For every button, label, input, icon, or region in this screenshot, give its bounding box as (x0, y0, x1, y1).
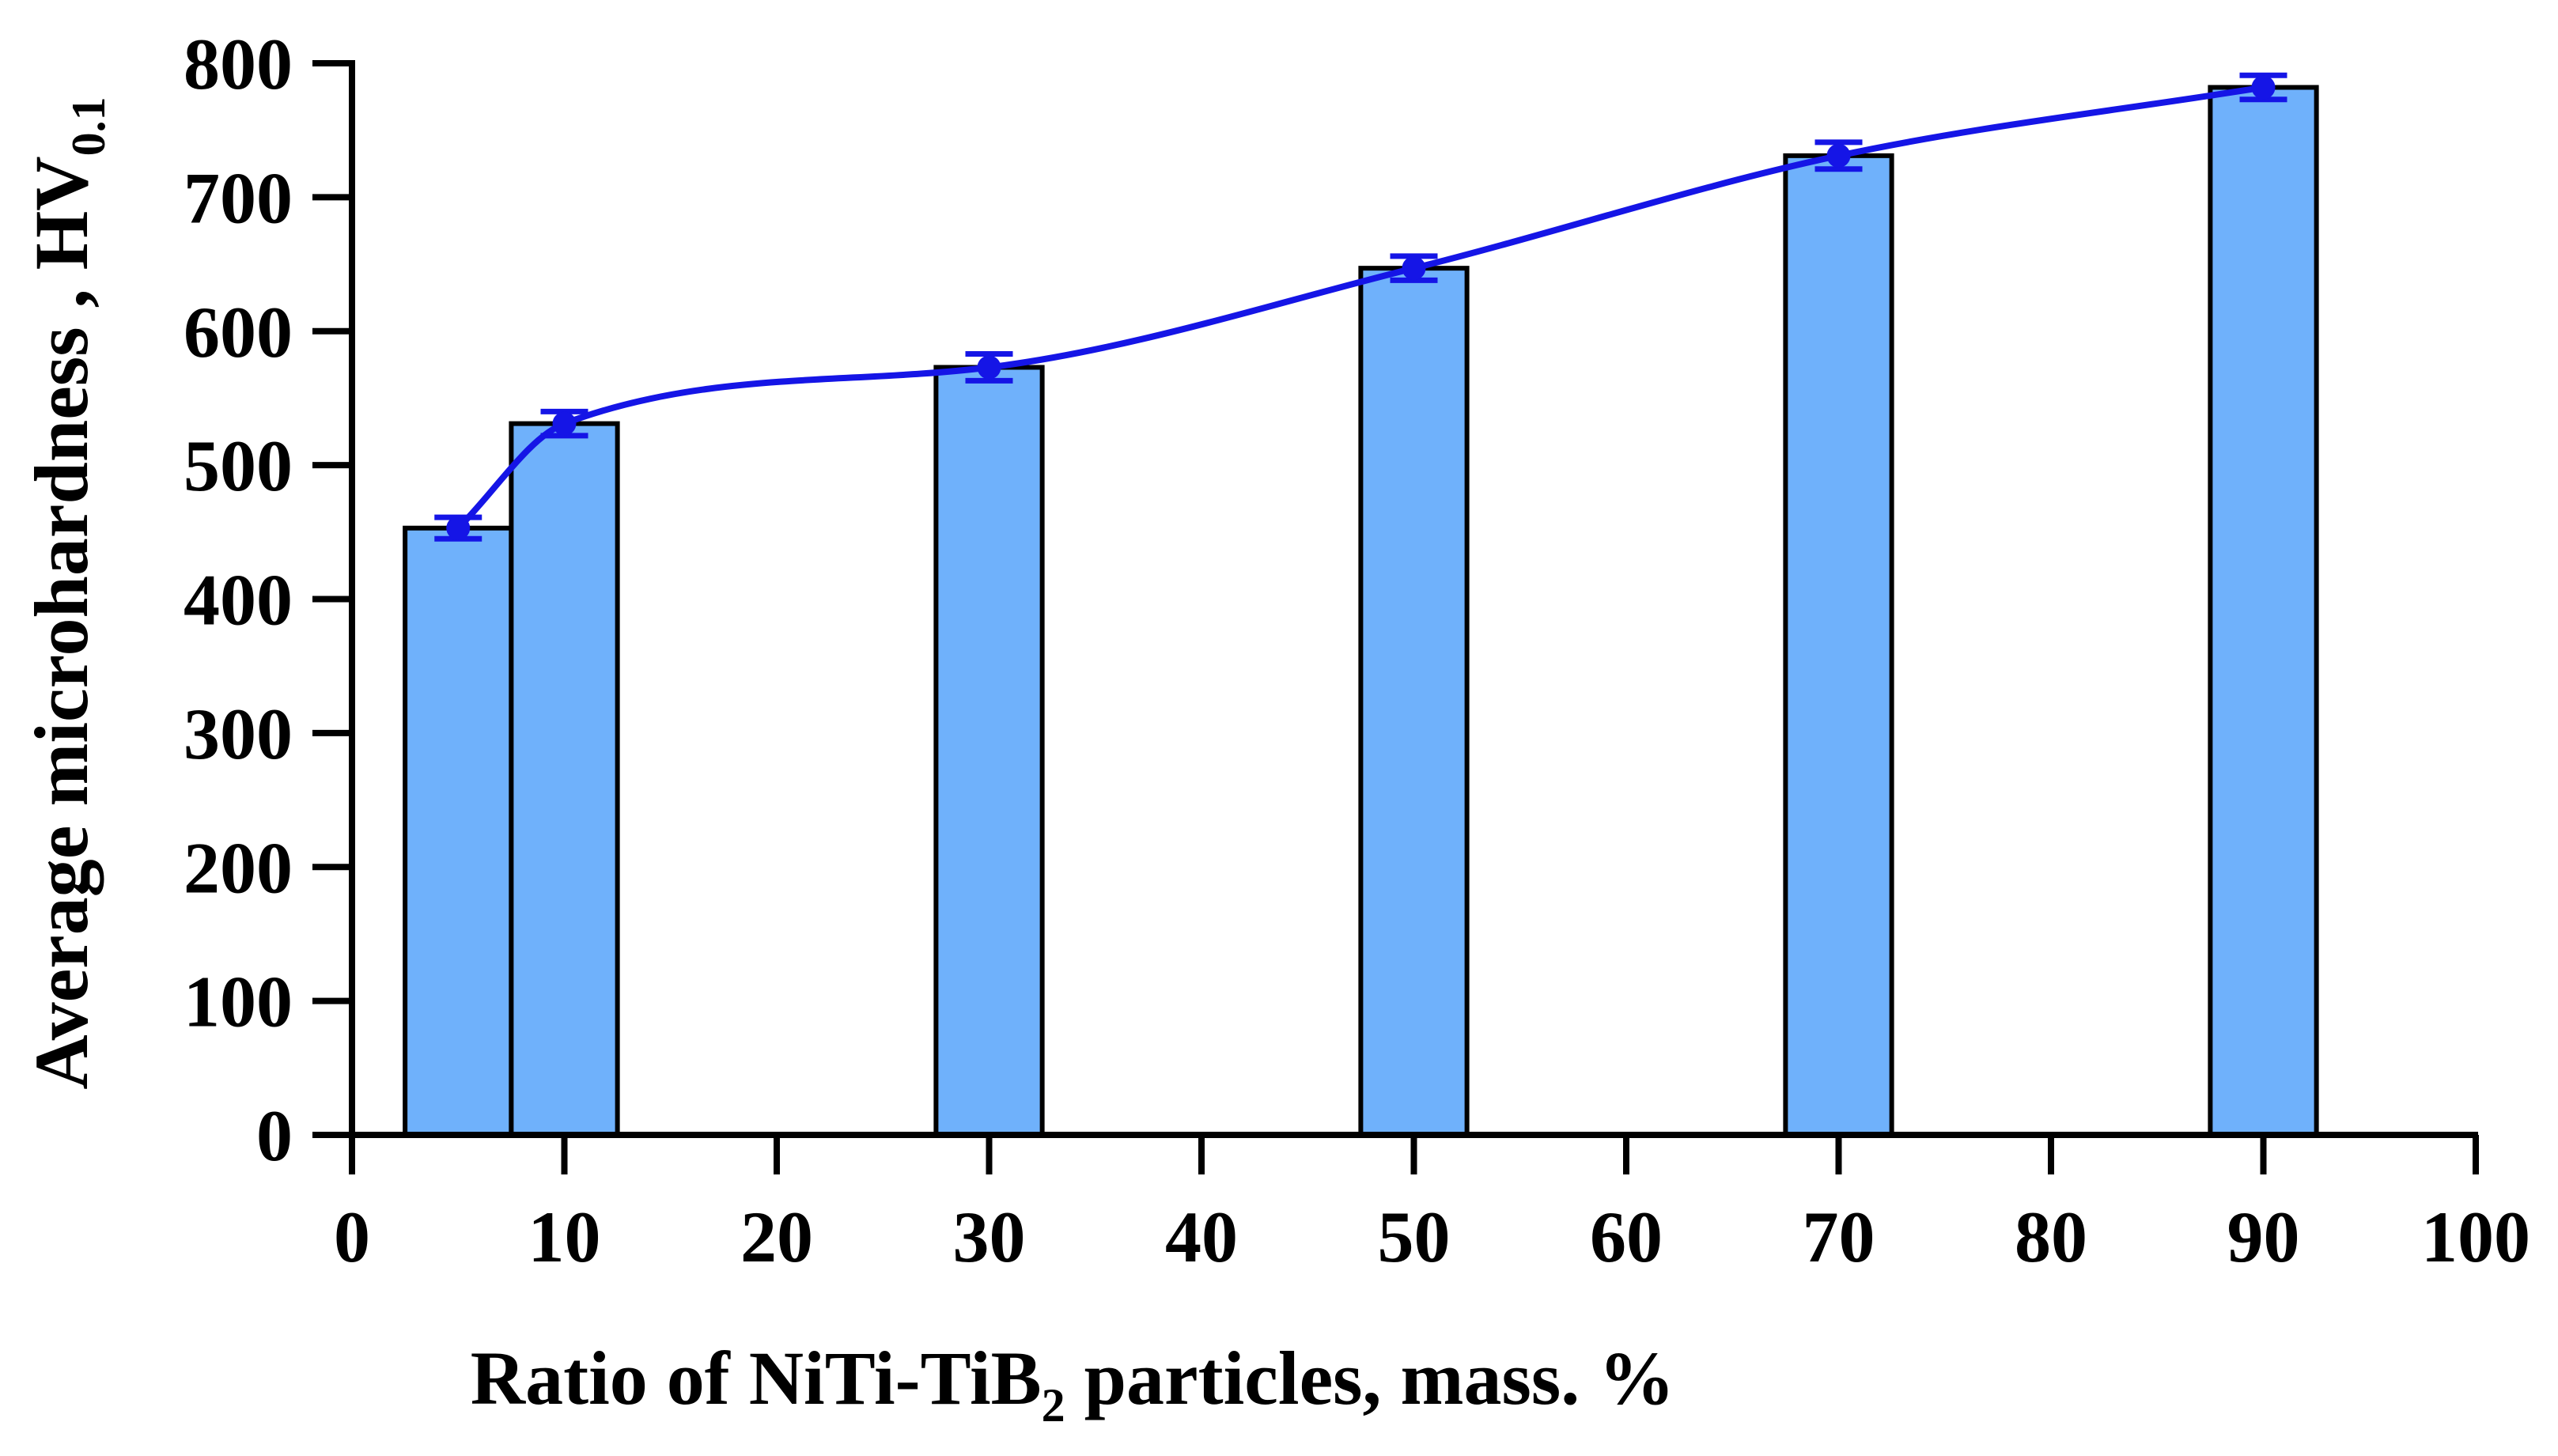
y-tick-label-600: 600 (184, 292, 293, 373)
y-tick-label-0: 0 (256, 1095, 293, 1176)
axes-layer: 0 10 20 30 40 50 60 70 80 90 100 0 100 200 300 400 500 60… (184, 24, 2530, 1277)
x-tick-label-50: 50 (1378, 1197, 1451, 1277)
y-axis-title-subscript: 0.1 (62, 96, 115, 156)
x-tick-label-80: 80 (2015, 1197, 2087, 1277)
x-axis-title-main: Ratio of NiTi-TiB (471, 1336, 1042, 1420)
trend-line (456, 84, 2265, 531)
bars-layer (403, 85, 2319, 1137)
x-tick-label-70: 70 (1803, 1197, 1875, 1277)
x-axis-title-subscript: 2 (1042, 1379, 1065, 1431)
y-tick-label-200: 200 (184, 827, 293, 908)
trend-line-layer (434, 72, 2287, 542)
bar-10 (509, 421, 620, 1137)
bar-5 (403, 525, 514, 1137)
x-tick-label-10: 10 (528, 1197, 601, 1277)
data-point-5 (446, 516, 471, 540)
bar-50 (1358, 266, 1470, 1137)
y-tick-label-700: 700 (184, 157, 293, 238)
x-tick-label-40: 40 (1165, 1197, 1238, 1277)
y-tick-label-800: 800 (184, 24, 293, 104)
x-axis-title: Ratio of NiTi-TiB2 particles, mass. % (471, 1336, 1674, 1431)
y-axis-title-main: Average microhardness , HV (19, 156, 104, 1089)
x-axis-title-suffix: particles, mass. % (1065, 1336, 1675, 1420)
data-point-10 (552, 411, 577, 436)
bar-70 (1783, 153, 1894, 1137)
y-axis-title: Average microhardness , HV0.1 (19, 96, 115, 1089)
data-point-90 (2251, 75, 2276, 100)
y-tick-label-400: 400 (184, 560, 293, 641)
x-tick-label-60: 60 (1590, 1197, 1663, 1277)
x-tick-label-30: 30 (953, 1197, 1026, 1277)
x-tick-label-20: 20 (740, 1197, 813, 1277)
x-tick-label-0: 0 (334, 1197, 370, 1277)
bar-90 (2208, 85, 2319, 1137)
y-tick-label-100: 100 (184, 962, 293, 1042)
y-tick-label-300: 300 (184, 694, 293, 774)
data-point-30 (977, 355, 1001, 380)
data-point-70 (1826, 143, 1851, 168)
x-tick-label-90: 90 (2227, 1197, 2300, 1277)
data-point-50 (1402, 256, 1426, 281)
x-tick-label-100: 100 (2421, 1197, 2530, 1277)
bar-30 (933, 365, 1045, 1137)
y-tick-label-500: 500 (184, 425, 293, 506)
